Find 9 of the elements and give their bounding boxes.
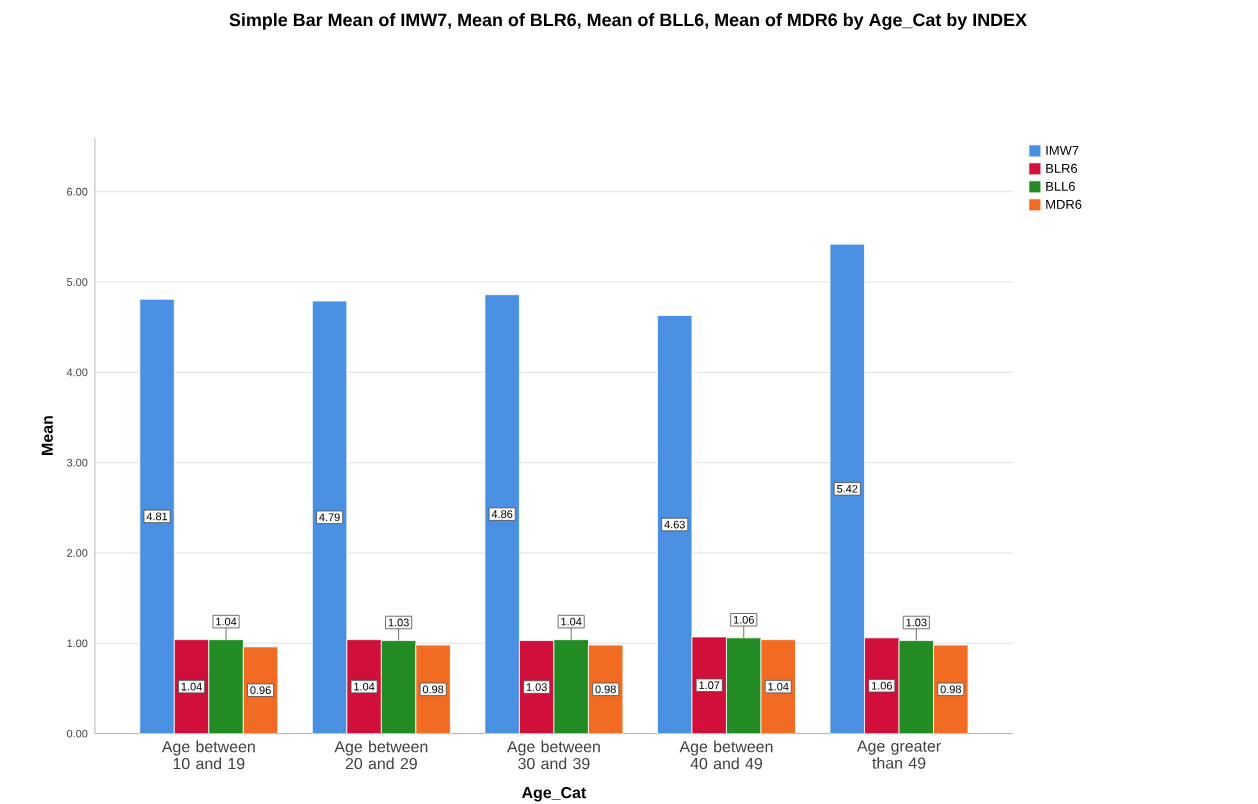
bar xyxy=(311,300,348,734)
bar xyxy=(484,294,520,734)
bar xyxy=(864,637,900,734)
bar xyxy=(139,298,175,734)
bar xyxy=(691,636,727,734)
bar xyxy=(519,640,555,734)
bar xyxy=(657,315,693,734)
chart-title: Simple Bar Mean of IMW7, Mean of BLR6, Mean of BLL6, Mean of MDR6 by Age_Cat by INDEX xyxy=(229,13,1027,30)
bar xyxy=(829,243,865,734)
